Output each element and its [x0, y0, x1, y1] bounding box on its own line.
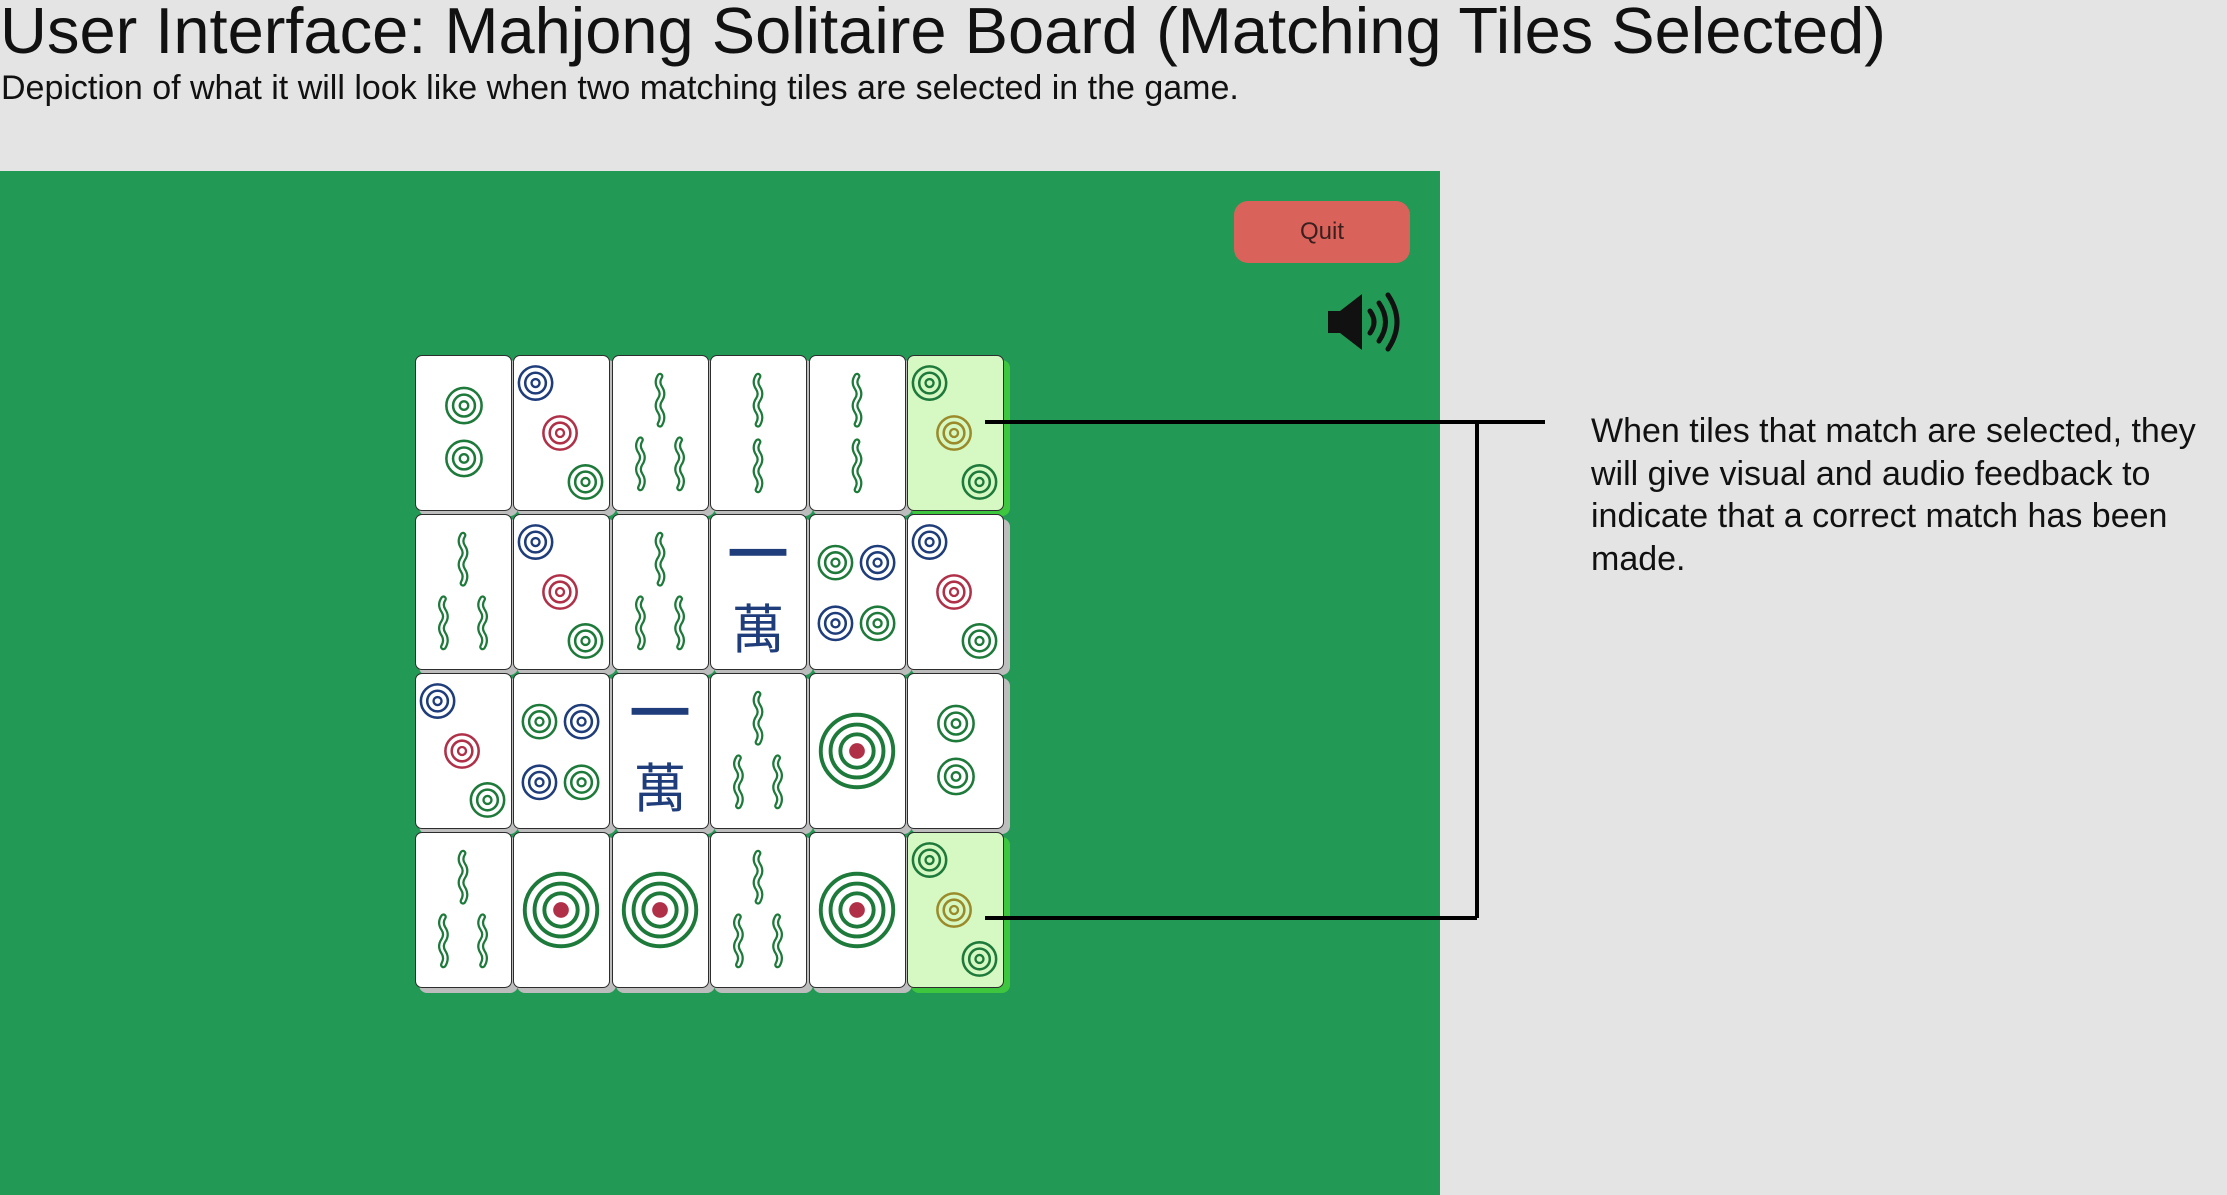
mahjong-tile-circle-3[interactable]	[415, 673, 512, 829]
mahjong-tile-bamboo-2[interactable]	[710, 355, 808, 511]
mahjong-tile-circle-2[interactable]	[907, 673, 1004, 829]
mahjong-tile-bamboo-2[interactable]	[808, 355, 906, 511]
circle-2-icon	[937, 704, 975, 796]
mahjong-tile-circle-3[interactable]	[513, 514, 611, 670]
bamboo-3-icon	[733, 690, 784, 810]
feedback-annotation: When tiles that match are selected, they…	[1591, 412, 2196, 578]
page-subtitle: Depiction of what it will look like when…	[1, 69, 1239, 107]
circle-4-icon	[521, 703, 600, 801]
circle-1-icon	[818, 871, 895, 949]
page-title: User Interface: Mahjong Solitaire Board …	[0, 0, 1886, 67]
circle-3-icon	[911, 524, 998, 659]
circle-3-icon	[518, 365, 604, 500]
mahjong-tile-circle-3[interactable]	[513, 355, 611, 511]
mahjong-tile-character-1[interactable]: 萬	[611, 673, 709, 829]
bamboo-3-icon	[634, 531, 685, 651]
mahjong-tile-bamboo-3[interactable]	[710, 673, 808, 829]
mahjong-tile-bamboo-3[interactable]	[415, 514, 512, 670]
mahjong-tile-circle-3[interactable]	[907, 514, 1004, 670]
bamboo-2-icon	[752, 372, 764, 494]
mahjong-tile-bamboo-3[interactable]	[710, 832, 808, 988]
bamboo-3-icon	[634, 372, 685, 492]
mahjong-tile-bamboo-3[interactable]	[415, 832, 512, 988]
bamboo-2-icon	[851, 372, 862, 494]
svg-text:萬: 萬	[633, 759, 686, 820]
mahjong-tile-circle-1[interactable]	[808, 832, 906, 988]
mahjong-tile-circle-2[interactable]	[415, 355, 512, 511]
mahjong-tile-circle-3-selected[interactable]	[907, 832, 1004, 988]
circle-4-icon	[817, 544, 896, 642]
mahjong-tile-bamboo-3[interactable]	[611, 355, 709, 511]
circle-1-icon	[523, 871, 600, 949]
bamboo-3-icon	[438, 531, 488, 651]
mahjong-tile-circle-1[interactable]	[808, 673, 906, 829]
character-1-icon: 萬	[631, 707, 689, 820]
circle-3-icon	[911, 365, 998, 500]
mahjong-tile-circle-1[interactable]	[611, 832, 709, 988]
game-board: Quit 萬萬	[0, 171, 1440, 1195]
circle-1-icon	[621, 871, 699, 949]
mahjong-tile-circle-4[interactable]	[808, 514, 906, 670]
bamboo-3-icon	[438, 849, 488, 969]
quit-button[interactable]: Quit	[1234, 201, 1410, 263]
character-1-icon: 萬	[729, 548, 787, 661]
circle-3-icon	[518, 524, 604, 659]
mahjong-tile-circle-3-selected[interactable]	[907, 355, 1004, 511]
svg-text:萬: 萬	[732, 600, 785, 661]
bamboo-3-icon	[733, 849, 784, 969]
speaker-volume-icon[interactable]	[1324, 289, 1404, 355]
mahjong-tile-bamboo-3[interactable]	[611, 514, 709, 670]
circle-2-icon	[445, 386, 483, 478]
mahjong-tile-circle-1[interactable]	[513, 832, 611, 988]
circle-3-icon	[419, 683, 506, 818]
mahjong-tile-circle-4[interactable]	[513, 673, 611, 829]
circle-3-icon	[911, 842, 998, 977]
circle-1-icon	[818, 712, 895, 790]
mahjong-tile-character-1[interactable]: 萬	[710, 514, 808, 670]
